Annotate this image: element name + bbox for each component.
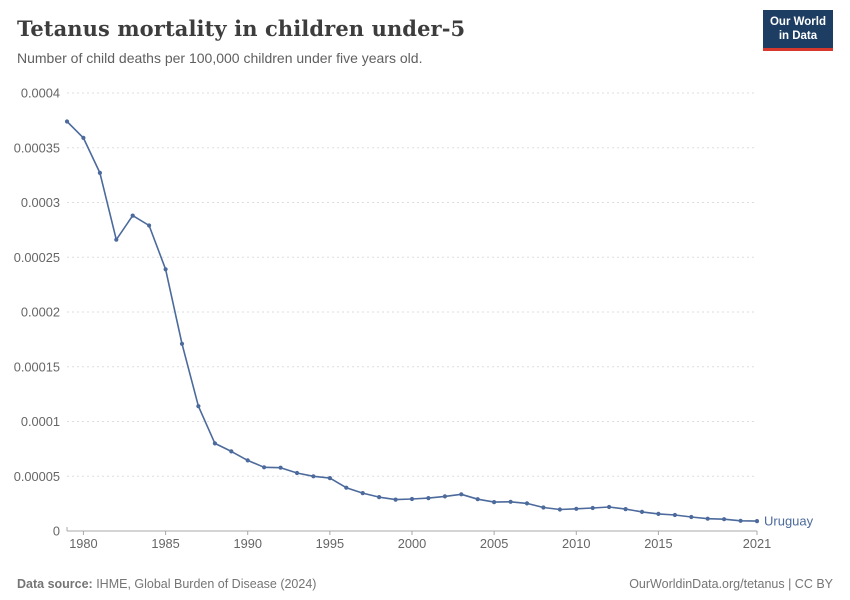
data-point[interactable]	[475, 497, 480, 502]
data-point[interactable]	[245, 458, 250, 463]
x-tick-label: 1985	[151, 536, 179, 551]
data-point[interactable]	[97, 170, 102, 175]
data-point[interactable]	[409, 496, 415, 502]
page-title: Tetanus mortality in children under-5	[17, 16, 466, 41]
data-point[interactable]	[656, 511, 661, 516]
data-point[interactable]	[590, 505, 595, 511]
data-point[interactable]	[262, 465, 267, 470]
data-point[interactable]	[327, 476, 332, 481]
data-point[interactable]	[229, 449, 234, 454]
data-point[interactable]	[114, 237, 119, 242]
data-point[interactable]	[130, 213, 135, 218]
series-end-label[interactable]: Uruguay	[764, 514, 814, 529]
y-tick-label: 0.0003	[21, 195, 60, 210]
x-tick-label: 1980	[69, 536, 97, 551]
x-tick-label: 2010	[562, 536, 590, 551]
data-point[interactable]	[672, 512, 678, 518]
page-subtitle: Number of child deaths per 100,000 child…	[17, 50, 423, 66]
x-tick-label: 2015	[644, 536, 672, 551]
y-tick-label: 0	[53, 524, 60, 539]
data-point[interactable]	[294, 470, 300, 476]
x-tick-label: 1990	[233, 536, 261, 551]
chart-svg: 0 0.00005 0.0001 0.00015 0.0002 0.00025 0.0003…	[14, 86, 814, 552]
data-point[interactable]	[738, 518, 743, 523]
y-tick-label: 0.00005	[14, 469, 60, 484]
data-point[interactable]	[557, 507, 563, 512]
data-point[interactable]	[492, 500, 497, 505]
data-point[interactable]	[705, 516, 710, 521]
data-point[interactable]	[754, 519, 760, 524]
x-tick-label: 2000	[398, 536, 426, 551]
data-point[interactable]	[574, 506, 579, 511]
data-point[interactable]	[81, 135, 86, 140]
data-point[interactable]	[442, 494, 447, 499]
x-tick-label: 2005	[480, 536, 508, 551]
data-point[interactable]	[524, 501, 530, 506]
chart-footer: Data source: IHME, Global Burden of Dise…	[17, 577, 833, 591]
data-point[interactable]	[508, 499, 513, 504]
chart-header: Tetanus mortality in children under-5 Nu…	[0, 0, 850, 66]
data-point[interactable]	[196, 404, 201, 409]
y-tick-label: 0.00015	[14, 359, 60, 374]
data-point[interactable]	[722, 517, 727, 522]
owid-logo-line2: in Data	[778, 29, 818, 42]
y-tick-label: 0.0002	[21, 305, 60, 320]
owid-logo-line1: Our World	[769, 16, 826, 28]
owid-logo: Our World in Data	[762, 10, 833, 51]
footer-attribution-link[interactable]: OurWorldinData.org/tetanus | CC BY	[629, 577, 833, 591]
data-point[interactable]	[212, 441, 217, 446]
data-point[interactable]	[278, 465, 283, 470]
data-point[interactable]	[393, 497, 398, 502]
data-source-text: IHME, Global Burden of Disease (2024)	[92, 577, 317, 591]
y-tick-label: 0.0004	[21, 86, 60, 101]
data-point[interactable]	[459, 492, 464, 497]
data-point[interactable]	[360, 491, 365, 496]
data-point[interactable]	[147, 223, 152, 228]
data-point[interactable]	[623, 507, 628, 512]
data-point[interactable]	[311, 474, 316, 479]
data-point[interactable]	[64, 119, 70, 124]
x-tick-label: 2021	[743, 536, 771, 551]
data-point[interactable]	[344, 485, 349, 490]
y-tick-label: 0.0001	[21, 414, 60, 429]
data-point[interactable]	[607, 504, 612, 510]
data-point[interactable]	[426, 496, 431, 501]
y-tick-label: 0.00025	[14, 250, 60, 265]
data-point[interactable]	[639, 509, 645, 514]
data-point[interactable]	[541, 505, 546, 510]
x-tick-label: 1995	[316, 536, 344, 551]
data-point[interactable]	[377, 495, 382, 500]
data-point[interactable]	[689, 514, 694, 520]
y-tick-label: 0.00035	[14, 140, 60, 155]
data-source-label: Data source:	[17, 577, 93, 591]
data-point[interactable]	[179, 341, 185, 346]
data-point[interactable]	[163, 267, 168, 272]
line-series[interactable]	[66, 120, 758, 522]
data-source-note: Data source: IHME, Global Burden of Dise…	[17, 577, 316, 591]
